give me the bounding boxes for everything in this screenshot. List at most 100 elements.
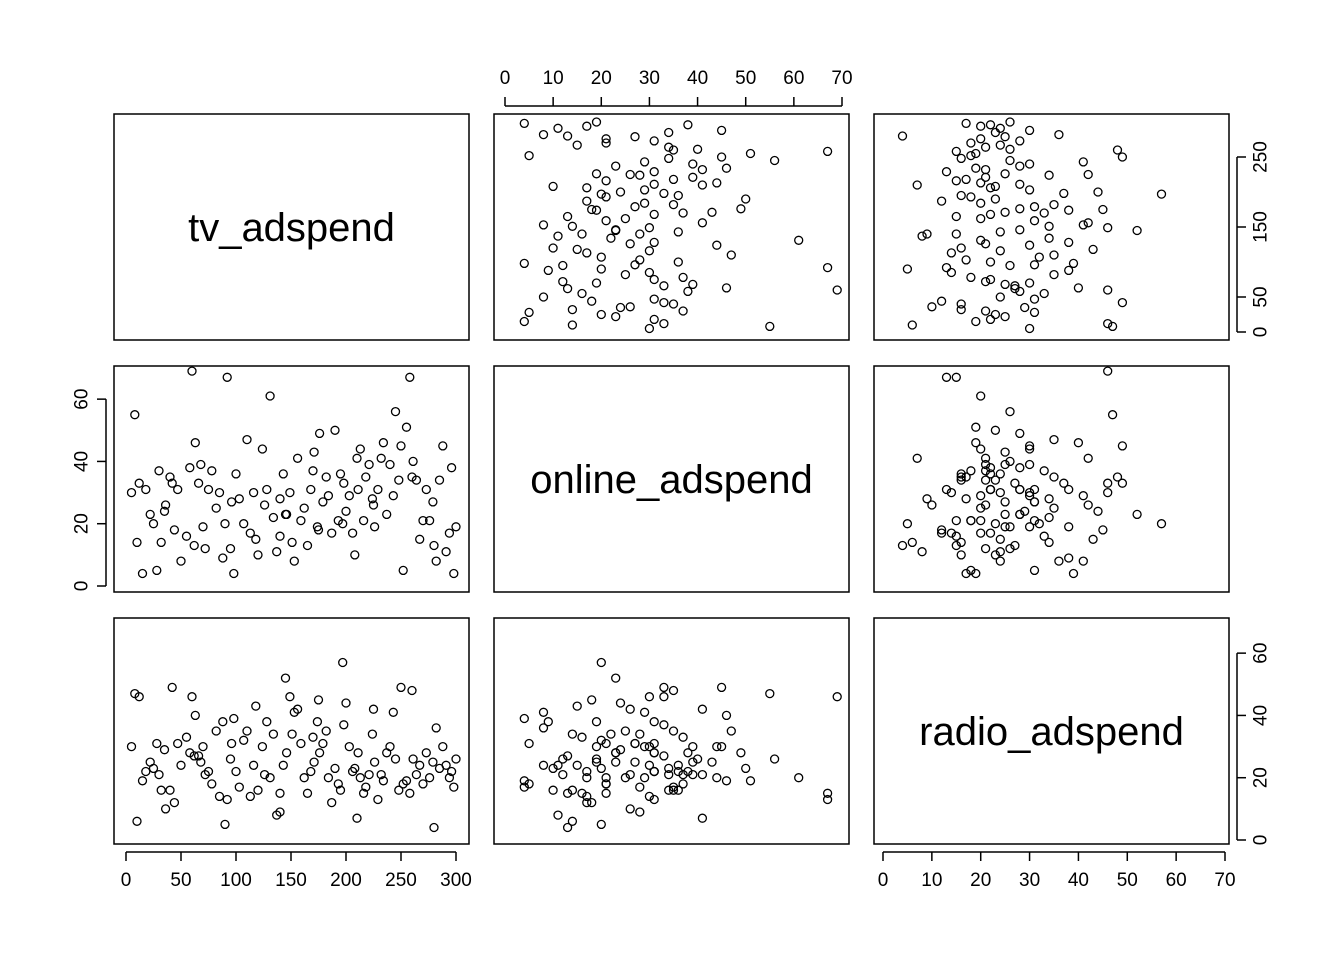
- data-point: [292, 704, 303, 714]
- data-point: [1049, 269, 1059, 280]
- left-online-axis-tick-label: 0: [72, 581, 93, 592]
- data-point: [956, 469, 966, 479]
- data-point: [339, 720, 349, 730]
- data-point: [429, 822, 439, 833]
- data-point: [596, 264, 606, 274]
- data-point: [309, 757, 319, 767]
- data-point: [196, 459, 206, 470]
- data-point: [148, 763, 159, 774]
- data-point: [1049, 503, 1059, 513]
- data-point: [211, 726, 221, 736]
- data-point: [185, 463, 195, 473]
- data-point: [1015, 509, 1025, 520]
- data-point: [376, 453, 386, 463]
- data-point: [1044, 537, 1054, 548]
- data-point: [1064, 522, 1074, 532]
- data-point: [132, 816, 142, 826]
- data-point: [664, 142, 674, 152]
- data-point: [644, 267, 655, 278]
- data-point: [946, 528, 957, 538]
- data-point: [167, 682, 177, 693]
- data-point: [1068, 258, 1079, 269]
- data-point: [644, 760, 655, 770]
- data-point: [832, 692, 842, 702]
- diagonal-label-radio_adspend: radio_adspend: [919, 710, 1184, 754]
- data-point: [956, 153, 966, 164]
- data-point: [169, 797, 180, 808]
- data-point: [659, 720, 669, 730]
- data-point: [1078, 491, 1088, 501]
- data-point: [659, 188, 669, 199]
- data-point: [333, 779, 343, 789]
- data-point: [411, 769, 422, 780]
- data-point: [369, 757, 380, 767]
- data-point: [615, 187, 626, 197]
- data-point: [956, 243, 966, 253]
- data-point: [951, 540, 961, 551]
- data-point: [971, 316, 981, 327]
- data-point: [424, 773, 435, 783]
- data-point: [606, 729, 616, 739]
- data-point: [688, 757, 698, 767]
- data-point: [394, 475, 404, 485]
- data-point: [313, 525, 324, 535]
- data-point: [1000, 497, 1010, 507]
- data-point: [234, 494, 244, 504]
- data-point: [707, 757, 717, 767]
- data-point: [946, 487, 957, 498]
- data-point: [396, 682, 406, 693]
- data-point: [444, 773, 455, 783]
- data-point: [980, 164, 991, 175]
- data-point: [253, 550, 263, 560]
- data-point: [664, 127, 674, 138]
- data-point: [446, 463, 457, 473]
- data-point: [649, 179, 659, 189]
- data-point: [1039, 208, 1049, 218]
- bottom-radio-axis-tick-label: 40: [1068, 870, 1089, 891]
- data-point: [582, 797, 592, 808]
- data-point: [341, 698, 351, 708]
- data-point: [635, 782, 645, 792]
- data-point: [553, 760, 563, 770]
- data-point: [683, 766, 693, 777]
- data-point: [280, 509, 291, 520]
- data-point: [611, 748, 621, 758]
- data-point: [697, 164, 708, 175]
- data-point: [181, 531, 192, 541]
- data-point: [1024, 125, 1035, 136]
- data-point: [1054, 129, 1064, 140]
- data-point: [567, 785, 578, 795]
- data-point: [1015, 161, 1025, 171]
- data-point: [1112, 145, 1123, 155]
- data-point: [231, 469, 241, 479]
- data-point: [137, 776, 148, 786]
- data-point: [289, 556, 299, 566]
- data-point: [673, 257, 683, 267]
- data-point: [1020, 506, 1030, 516]
- data-point: [401, 776, 412, 786]
- data-point: [373, 484, 383, 495]
- data-point: [635, 170, 645, 180]
- data-point: [567, 816, 578, 826]
- data-point: [281, 748, 292, 758]
- data-point: [229, 713, 239, 724]
- data-point: [1024, 278, 1035, 288]
- data-point: [668, 726, 679, 736]
- data-point: [649, 738, 659, 749]
- data-point: [995, 487, 1005, 498]
- data-point: [644, 246, 655, 256]
- data-point: [980, 459, 991, 470]
- data-point: [1064, 205, 1074, 215]
- data-point: [649, 167, 659, 177]
- data-point: [941, 167, 952, 177]
- data-point: [596, 819, 606, 830]
- data-point: [976, 134, 986, 144]
- data-point: [822, 146, 833, 157]
- panel-tv_adspend-vs-online_adspend: [493, 113, 850, 341]
- data-point: [976, 121, 986, 131]
- data-point: [330, 425, 340, 435]
- data-point: [721, 283, 732, 293]
- data-point: [946, 248, 957, 258]
- right-radio-axis-tick-label: 20: [1251, 767, 1272, 788]
- data-point: [1044, 494, 1054, 504]
